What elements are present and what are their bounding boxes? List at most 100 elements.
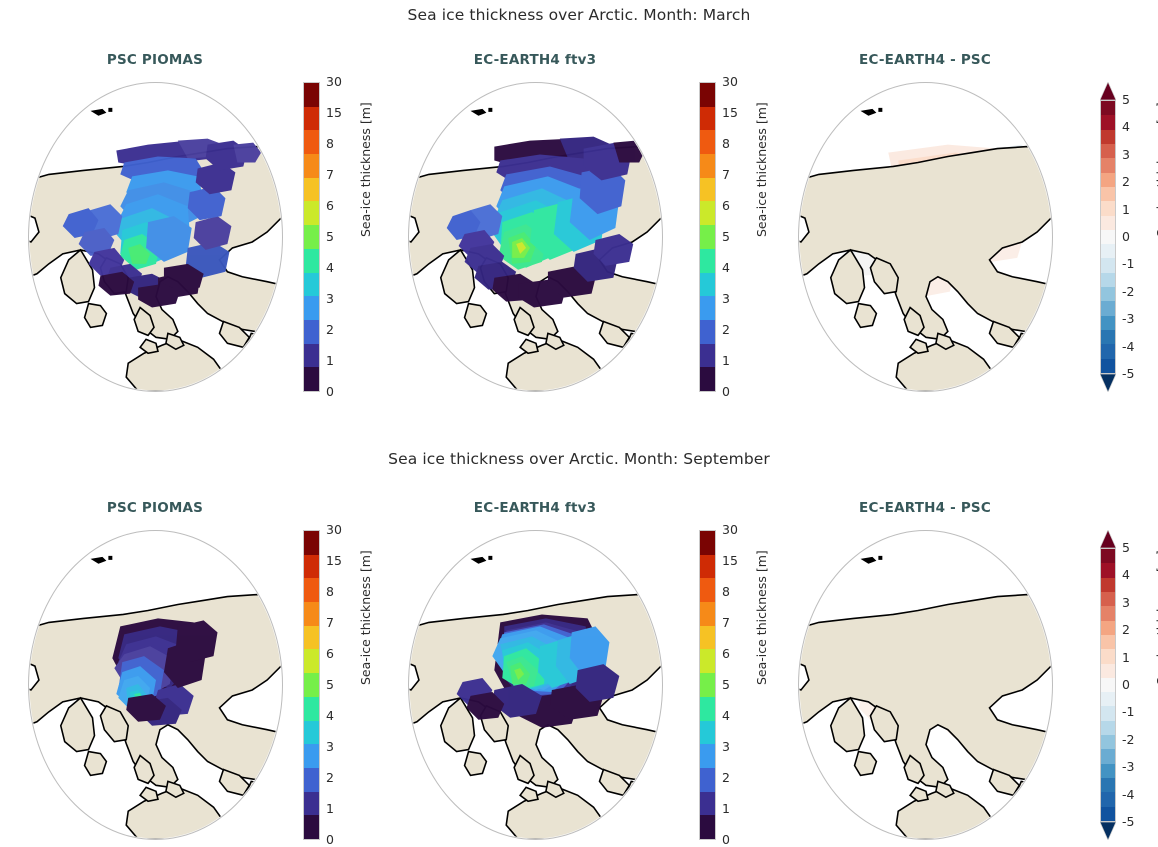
cbar-tick: 7 — [722, 166, 730, 182]
cbar-tick: 2 — [326, 769, 334, 785]
colorbar-ticks: 30 15 8 7 6 5 4 3 2 1 0 — [716, 523, 776, 845]
cbar-tick: -4 — [1122, 338, 1135, 354]
cbar-tick: 0 — [1122, 228, 1130, 244]
colorbar-extend-bottom — [1100, 374, 1116, 392]
cbar-tick: 5 — [326, 676, 334, 692]
colorbar-axis-label: Sea-ice thickness [m] — [1154, 102, 1158, 237]
cbar-tick: 30 — [722, 73, 738, 89]
cbar-tick: 4 — [326, 259, 334, 275]
panel-title-march-ecearth4: EC-EARTH4 ftv3 — [473, 52, 597, 68]
cbar-tick: 7 — [326, 166, 334, 182]
cbar-tick: 0 — [1122, 676, 1130, 692]
globe-march-ecearth4 — [408, 82, 663, 392]
panel-march-difference: EC-EARTH4 - PSC — [780, 52, 1070, 392]
colorbar-extend-top — [1100, 82, 1116, 100]
panel-march-ecearth4: EC-EARTH4 ftv3 — [390, 52, 680, 392]
cbar-tick: 30 — [326, 521, 342, 537]
panel-title-september-ecearth4: EC-EARTH4 ftv3 — [473, 500, 597, 516]
cbar-tick: 2 — [1122, 621, 1130, 637]
cbar-tick: 6 — [722, 645, 730, 661]
panel-title-march-piomas: PSC PIOMAS — [106, 52, 204, 68]
panel-september-piomas: PSC PIOMAS — [10, 500, 300, 840]
cbar-tick: 0 — [722, 831, 730, 847]
cbar-tick: 5 — [1122, 91, 1130, 107]
cbar-tick: 3 — [722, 290, 730, 306]
colorbar-march-piomas: 30 15 8 7 6 5 4 3 2 1 0 Sea-ice thicknes… — [303, 75, 373, 397]
colorbar-ticks: 5 4 3 2 1 0 -1 -2 -3 -4 -5 — [1116, 93, 1158, 379]
cbar-tick: -2 — [1122, 731, 1135, 747]
colorbar-gradient — [699, 530, 716, 840]
colorbar-axis-label: Sea-ice thickness [m] — [1154, 550, 1158, 685]
colorbar-gradient — [699, 82, 716, 392]
cbar-tick: 4 — [1122, 567, 1130, 583]
cbar-tick: 3 — [326, 290, 334, 306]
cbar-tick: 7 — [722, 614, 730, 630]
cbar-tick: 6 — [326, 197, 334, 213]
colorbar-ticks: 30 15 8 7 6 5 4 3 2 1 0 — [320, 75, 380, 397]
cbar-tick: 4 — [722, 259, 730, 275]
colorbar-ticks: 30 15 8 7 6 5 4 3 2 1 0 — [716, 75, 776, 397]
cbar-tick: 15 — [722, 104, 738, 120]
panel-title-september-difference: EC-EARTH4 - PSC — [859, 500, 991, 516]
cbar-tick: 0 — [326, 831, 334, 847]
colorbar-september-ecearth4: 30 15 8 7 6 5 4 3 2 1 0 Sea-ice thicknes… — [699, 523, 769, 845]
cbar-tick: -1 — [1122, 704, 1135, 720]
row-title-september: Sea ice thickness over Arctic. Month: Se… — [388, 450, 770, 468]
colorbar-axis-label: Sea-ice thickness [m] — [358, 550, 373, 685]
cbar-tick: 4 — [722, 707, 730, 723]
cbar-tick: 2 — [722, 321, 730, 337]
panel-september-ecearth4: EC-EARTH4 ftv3 — [390, 500, 680, 840]
colorbar-ticks: 5 4 3 2 1 0 -1 -2 -3 -4 -5 — [1116, 541, 1158, 827]
cbar-tick: 8 — [722, 135, 730, 151]
cbar-tick: 4 — [326, 707, 334, 723]
cbar-tick: 1 — [326, 352, 334, 368]
cbar-tick: -3 — [1122, 758, 1135, 774]
cbar-tick: -1 — [1122, 256, 1135, 272]
colorbar-axis-label: Sea-ice thickness [m] — [754, 102, 769, 237]
panel-title-march-difference: EC-EARTH4 - PSC — [859, 52, 991, 68]
cbar-tick: -4 — [1122, 786, 1135, 802]
cbar-tick: 5 — [326, 228, 334, 244]
colorbar-axis-label: Sea-ice thickness [m] — [754, 550, 769, 685]
colorbar-gradient — [1100, 548, 1116, 822]
panel-title-september-piomas: PSC PIOMAS — [106, 500, 204, 516]
globe-march-piomas — [28, 82, 283, 392]
cbar-tick: 8 — [326, 135, 334, 151]
row-title-march: Sea ice thickness over Arctic. Month: Ma… — [407, 6, 751, 24]
cbar-tick: 3 — [1122, 594, 1130, 610]
cbar-tick: -5 — [1122, 813, 1135, 829]
cbar-tick: 4 — [1122, 119, 1130, 135]
globe-september-ecearth4 — [408, 530, 663, 840]
cbar-tick: 0 — [326, 383, 334, 399]
globe-september-difference — [798, 530, 1053, 840]
cbar-tick: 1 — [1122, 201, 1130, 217]
cbar-tick: 2 — [1122, 173, 1130, 189]
cbar-tick: -2 — [1122, 283, 1135, 299]
cbar-tick: -5 — [1122, 365, 1135, 381]
colorbar-september-difference: 5 4 3 2 1 0 -1 -2 -3 -4 -5 Sea-ice thick… — [1100, 530, 1158, 840]
colorbar-axis-label: Sea-ice thickness [m] — [358, 102, 373, 237]
colorbar-gradient — [303, 530, 320, 840]
colorbar-gradient — [303, 82, 320, 392]
cbar-tick: 8 — [326, 583, 334, 599]
cbar-tick: 30 — [722, 521, 738, 537]
cbar-tick: 15 — [722, 552, 738, 568]
colorbar-extend-bottom — [1100, 822, 1116, 840]
cbar-tick: 1 — [722, 800, 730, 816]
colorbar-extend-top — [1100, 530, 1116, 548]
cbar-tick: 2 — [722, 769, 730, 785]
cbar-tick: 3 — [722, 738, 730, 754]
cbar-tick: -3 — [1122, 310, 1135, 326]
cbar-tick: 30 — [326, 73, 342, 89]
cbar-tick: 1 — [1122, 649, 1130, 665]
cbar-tick: 8 — [722, 583, 730, 599]
cbar-tick: 5 — [722, 676, 730, 692]
cbar-tick: 7 — [326, 614, 334, 630]
cbar-tick: 6 — [326, 645, 334, 661]
cbar-tick: 6 — [722, 197, 730, 213]
colorbar-ticks: 30 15 8 7 6 5 4 3 2 1 0 — [320, 523, 380, 845]
cbar-tick: 15 — [326, 104, 342, 120]
cbar-tick: 2 — [326, 321, 334, 337]
cbar-tick: 15 — [326, 552, 342, 568]
